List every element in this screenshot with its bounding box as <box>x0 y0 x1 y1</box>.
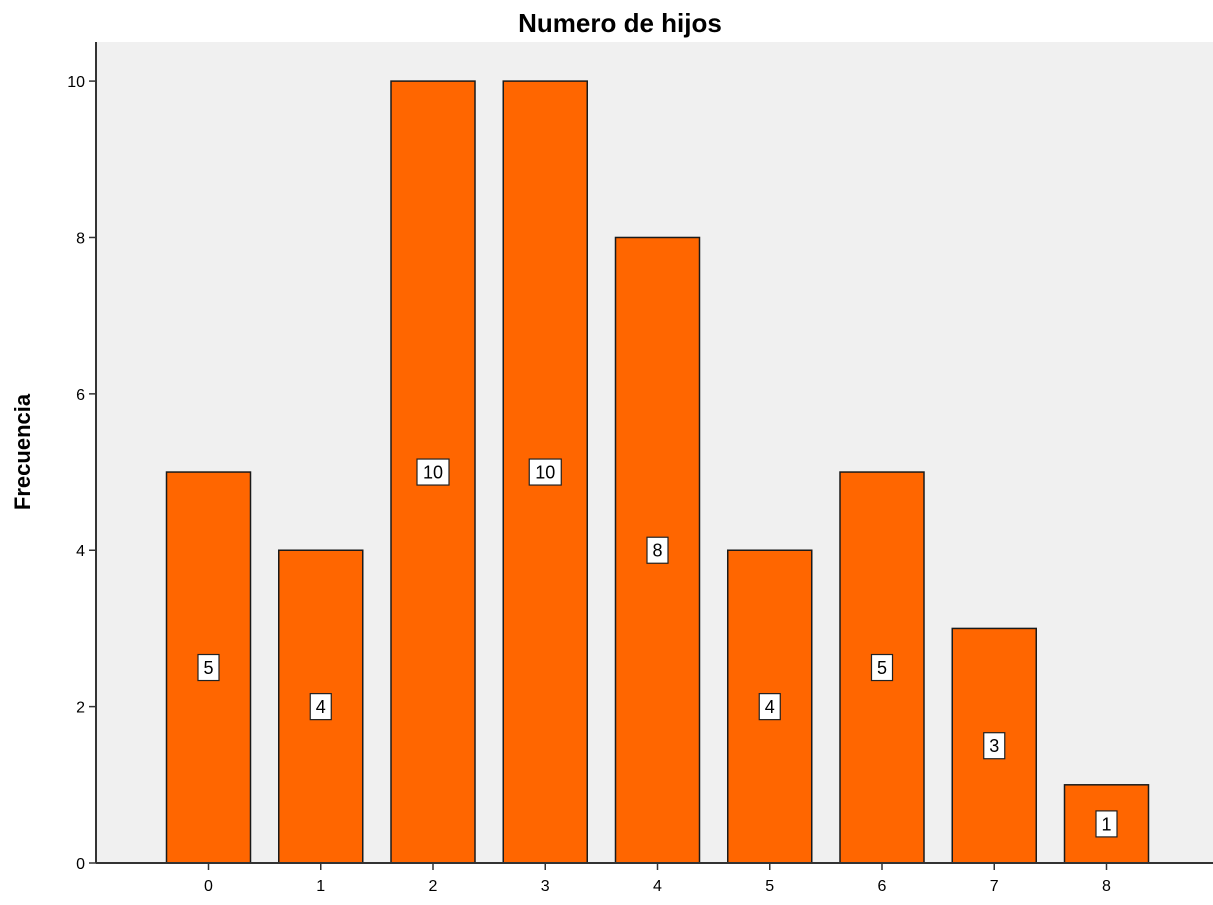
data-label-box <box>758 693 781 721</box>
x-axis: 0 1 2 3 4 5 6 7 8 <box>204 863 1111 895</box>
x-tick-label: 1 <box>316 878 325 895</box>
data-label-box <box>197 653 220 682</box>
data-label-1: 4 <box>316 697 326 717</box>
x-tick-label: 0 <box>204 878 213 895</box>
data-label-box <box>309 693 332 721</box>
x-tick-label: 5 <box>765 878 774 895</box>
data-label-box <box>1095 810 1118 838</box>
data-label-8: 1 <box>1101 814 1111 834</box>
x-tick-label: 6 <box>878 878 887 895</box>
y-tick-label: 0 <box>76 856 85 873</box>
data-label-5: 4 <box>765 697 775 717</box>
data-label-box <box>416 458 450 486</box>
chart-title: Numero de hijos <box>518 8 722 38</box>
x-tick-label: 2 <box>429 878 438 895</box>
x-tick-label: 3 <box>541 878 550 895</box>
data-label-7: 3 <box>989 736 999 756</box>
data-labels: 5 4 10 10 8 4 5 3 1 <box>197 458 1118 838</box>
data-label-0: 5 <box>203 658 213 678</box>
data-label-box <box>983 732 1006 760</box>
x-tick-label: 4 <box>653 878 662 895</box>
y-tick-label: 10 <box>67 74 85 91</box>
data-label-6: 5 <box>877 658 887 678</box>
y-tick-label: 4 <box>76 543 85 560</box>
bars <box>165 80 1150 864</box>
data-label-box <box>528 458 562 486</box>
y-axis-label: Frecuencia <box>10 393 35 510</box>
data-label-box <box>870 653 894 682</box>
data-label-3: 10 <box>535 463 555 483</box>
y-tick-label: 2 <box>76 700 85 717</box>
y-axis: 0 2 4 6 8 10 <box>67 74 96 873</box>
y-tick-label: 8 <box>76 230 85 247</box>
x-tick-label: 8 <box>1102 878 1111 895</box>
data-label-box <box>646 536 669 564</box>
y-tick-label: 6 <box>76 387 85 404</box>
data-label-2: 10 <box>423 463 443 483</box>
data-label-4: 8 <box>652 541 662 561</box>
x-tick-label: 7 <box>990 878 999 895</box>
